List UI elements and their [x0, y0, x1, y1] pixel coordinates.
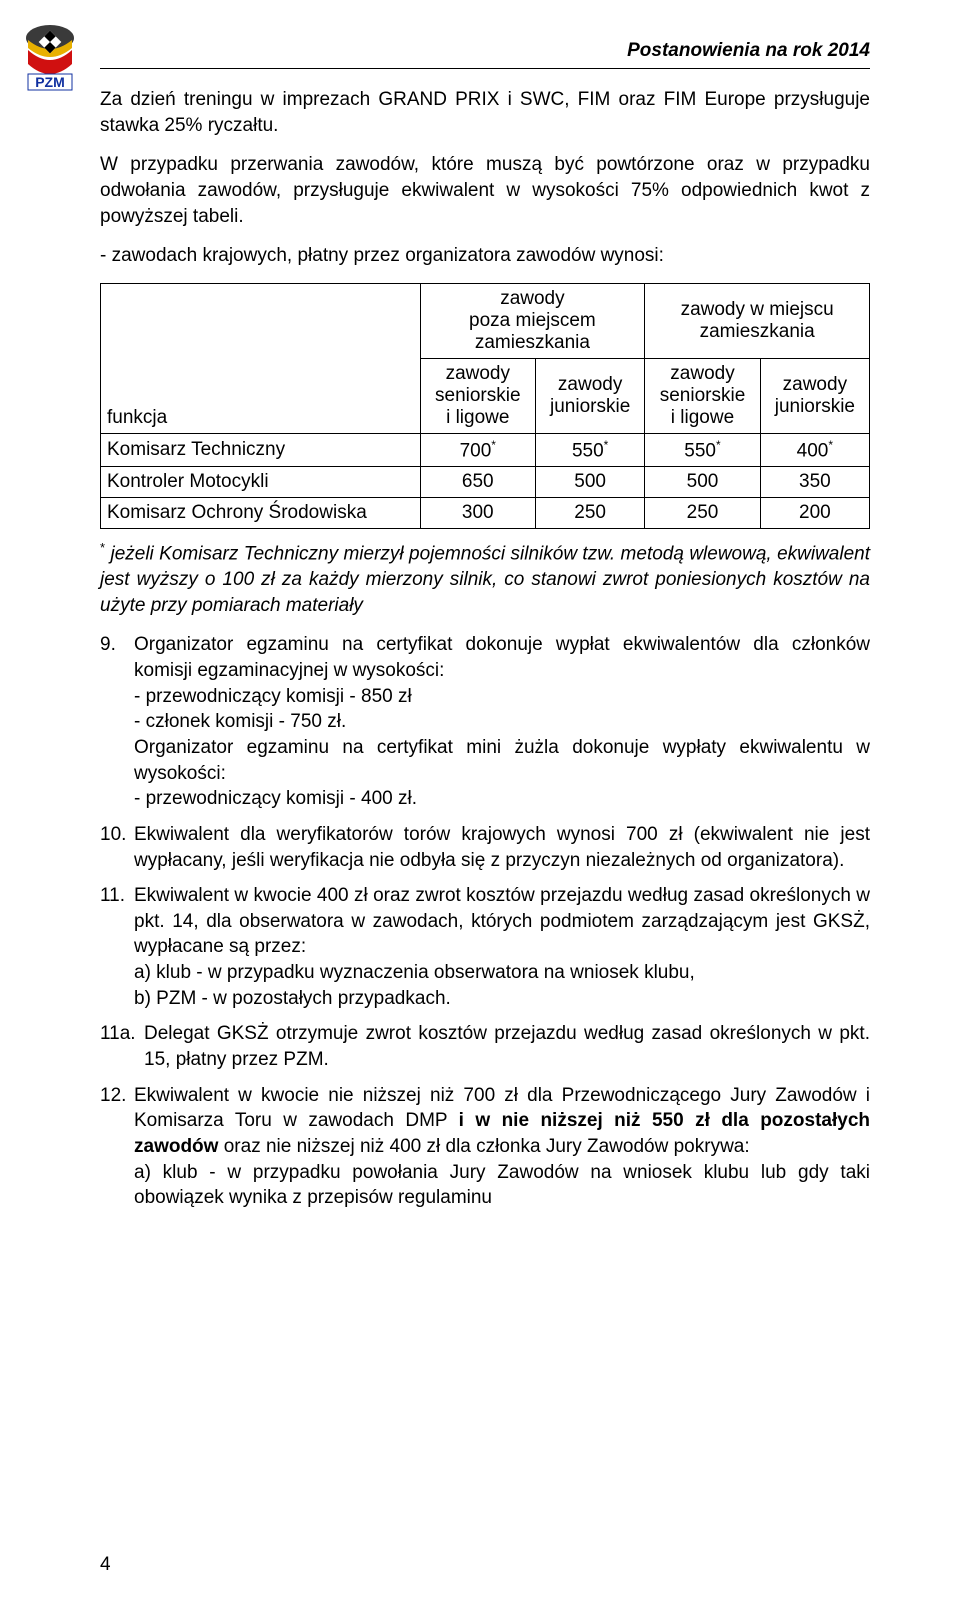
table-sub-c: zawody seniorskie i ligowe: [645, 358, 760, 433]
item-text: Ekwiwalent dla weryfikatorów torów krajo…: [134, 824, 870, 871]
table-group2-header: zawody w miejscu zamieszkania: [645, 283, 870, 358]
table-cell: 550*: [536, 433, 645, 466]
table-cell: 250: [645, 498, 760, 529]
list-item-11: 11. Ekwiwalent w kwocie 400 zł oraz zwro…: [100, 883, 870, 1011]
item-text: Organizator egzaminu na certyfikat mini …: [134, 735, 870, 786]
item-sub-a: a) klub - w przypadku powołania Jury Zaw…: [134, 1160, 870, 1211]
table-cell: 250: [536, 498, 645, 529]
list-item-9: 9. Organizator egzaminu na certyfikat do…: [100, 632, 870, 811]
list-item-10: 10. Ekwiwalent dla weryfikatorów torów k…: [100, 822, 870, 873]
table-cell: 700*: [420, 433, 535, 466]
table-cell: 400*: [760, 433, 869, 466]
table-cell: 650: [420, 467, 535, 498]
table-footnote: * jeżeli Komisarz Techniczny mierzył poj…: [100, 539, 870, 618]
item-text: Delegat GKSŻ otrzymuje zwrot kosztów prz…: [144, 1023, 870, 1070]
logo-text: PZM: [35, 74, 65, 90]
header-rule: [100, 68, 870, 69]
item-sub-b: b) PZM - w pozostałych przypadkach.: [134, 986, 870, 1012]
table-cell: 550*: [645, 433, 760, 466]
paragraph-1: Za dzień treningu w imprezach GRAND PRIX…: [100, 87, 870, 138]
rates-table: funkcja zawody poza miejscem zamieszkani…: [100, 283, 870, 529]
table-row: Kontroler Motocykli 650 500 500 350: [101, 467, 870, 498]
page-number: 4: [100, 1554, 111, 1576]
table-col0-header: funkcja: [101, 283, 421, 433]
item-bullet: - przewodniczący komisji - 850 zł: [134, 684, 870, 710]
table-cell-label: Kontroler Motocykli: [101, 467, 421, 498]
table-row: Komisarz Techniczny 700* 550* 550* 400*: [101, 433, 870, 466]
list-item-12: 12. Ekwiwalent w kwocie nie niższej niż …: [100, 1083, 870, 1211]
table-sub-a: zawody seniorskie i ligowe: [420, 358, 535, 433]
table-row: Komisarz Ochrony Środowiska 300 250 250 …: [101, 498, 870, 529]
item-text: Organizator egzaminu na certyfikat dokon…: [134, 634, 870, 681]
item-text-post: oraz nie niższej niż 400 zł dla członka …: [218, 1136, 749, 1157]
table-cell: 500: [645, 467, 760, 498]
item-sub-a: a) klub - w przypadku wyznaczenia obserw…: [134, 960, 870, 986]
item-bullet: - przewodniczący komisji - 400 zł.: [134, 786, 870, 812]
paragraph-2: W przypadku przerwania zawodów, które mu…: [100, 152, 870, 229]
item-number: 9.: [100, 632, 116, 658]
table-sub-b: zawody juniorskie: [536, 358, 645, 433]
page-header-title: Postanowienia na rok 2014: [100, 40, 870, 62]
table-sub-d: zawody juniorskie: [760, 358, 869, 433]
item-number: 11.: [100, 883, 125, 909]
table-cell: 350: [760, 467, 869, 498]
paragraph-3: - zawodach krajowych, płatny przez organ…: [100, 243, 870, 269]
item-number: 12.: [100, 1083, 126, 1109]
table-group1-header: zawody poza miejscem zamieszkania: [420, 283, 645, 358]
item-number: 11a.: [100, 1021, 136, 1047]
table-cell: 200: [760, 498, 869, 529]
item-bullet: - członek komisji - 750 zł.: [134, 709, 870, 735]
table-cell-label: Komisarz Ochrony Środowiska: [101, 498, 421, 529]
item-number: 10.: [100, 822, 126, 848]
table-cell: 300: [420, 498, 535, 529]
table-cell-label: Komisarz Techniczny: [101, 433, 421, 466]
item-text: Ekwiwalent w kwocie 400 zł oraz zwrot ko…: [134, 885, 870, 957]
list-item-11a: 11a. Delegat GKSŻ otrzymuje zwrot kosztó…: [100, 1021, 870, 1072]
pzm-logo: PZM: [22, 24, 78, 94]
table-cell: 500: [536, 467, 645, 498]
